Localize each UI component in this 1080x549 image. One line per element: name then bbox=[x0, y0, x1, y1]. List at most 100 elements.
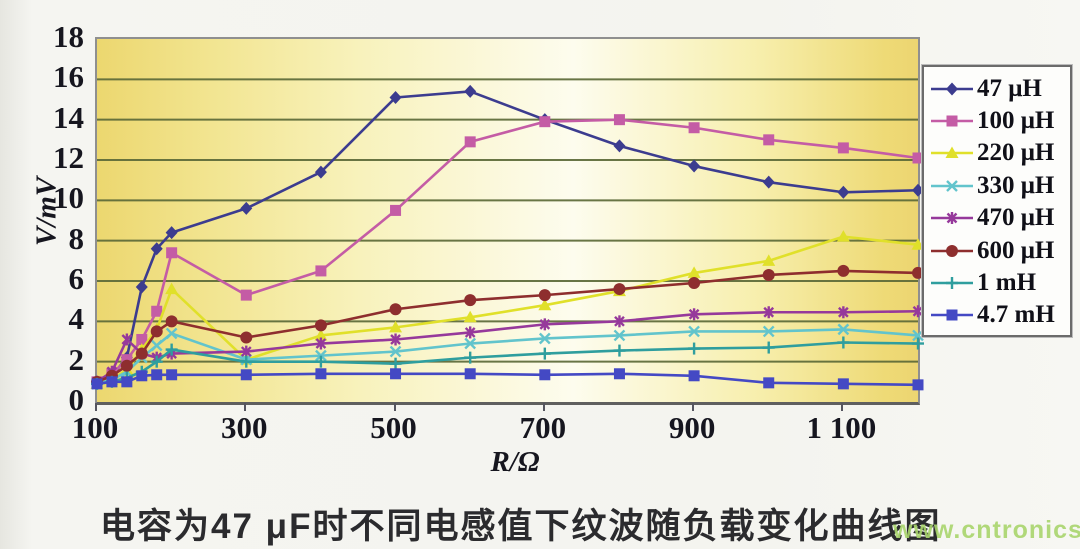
square-marker bbox=[464, 368, 476, 380]
x-axis-title: R/Ω bbox=[490, 446, 540, 478]
asterisk-marker bbox=[912, 305, 924, 318]
square-marker bbox=[763, 377, 775, 389]
square-marker bbox=[390, 368, 402, 380]
circle-marker bbox=[538, 289, 551, 302]
diamond-marker bbox=[314, 165, 327, 179]
square-marker bbox=[240, 289, 252, 301]
x-tick-label: 700 bbox=[519, 410, 567, 445]
square-marker bbox=[136, 333, 148, 345]
diamond-marker bbox=[912, 183, 924, 197]
legend-item: 220 μH bbox=[930, 138, 1066, 169]
x-tick-mark bbox=[542, 403, 545, 411]
legend-key bbox=[931, 146, 973, 159]
square-marker bbox=[613, 114, 625, 126]
diamond-marker bbox=[135, 280, 148, 294]
triangle-marker bbox=[314, 328, 328, 341]
x-marker bbox=[389, 345, 402, 358]
square-marker bbox=[946, 309, 958, 321]
y-tick-label: 10 bbox=[53, 180, 84, 216]
chart-canvas bbox=[90, 78, 925, 391]
series-line bbox=[96, 328, 919, 386]
plus-marker bbox=[150, 355, 163, 368]
series-line bbox=[96, 341, 919, 386]
square-marker bbox=[166, 369, 178, 381]
y-tick-label: 14 bbox=[53, 99, 84, 135]
y-tick-label: 4 bbox=[68, 301, 85, 337]
series-line bbox=[96, 90, 919, 384]
circle-marker bbox=[314, 319, 327, 332]
plus-marker bbox=[688, 342, 701, 355]
circle-marker bbox=[688, 277, 701, 290]
asterisk-marker bbox=[946, 212, 958, 225]
plus-marker bbox=[762, 341, 775, 354]
legend-item: 600 μH bbox=[930, 235, 1066, 266]
legend-key bbox=[931, 309, 973, 321]
x-marker bbox=[946, 179, 958, 192]
x-marker bbox=[837, 323, 850, 336]
y-tick-label: 18 bbox=[53, 19, 84, 54]
triangle-marker bbox=[463, 310, 477, 323]
legend-label: 470 μH bbox=[977, 204, 1055, 232]
x-tick-mark bbox=[95, 403, 97, 411]
y-tick-label: 8 bbox=[68, 220, 85, 256]
triangle-marker bbox=[762, 254, 776, 266]
x-tick-label: 500 bbox=[370, 410, 417, 445]
triangle-marker bbox=[165, 282, 179, 295]
plus-marker bbox=[240, 355, 253, 368]
triangle-marker bbox=[687, 266, 701, 278]
series-line bbox=[96, 309, 919, 383]
diamond-marker bbox=[946, 82, 958, 95]
triangle-marker bbox=[836, 230, 850, 242]
diamond-marker bbox=[240, 201, 253, 215]
legend-label: 600 μH bbox=[977, 236, 1055, 264]
diamond-marker bbox=[150, 242, 163, 256]
plus-marker bbox=[464, 351, 477, 364]
circle-marker bbox=[837, 264, 850, 277]
legend-item: 470 μH bbox=[930, 203, 1066, 234]
plot-area bbox=[90, 37, 925, 405]
plus-marker bbox=[314, 355, 327, 368]
x-marker bbox=[464, 337, 477, 350]
square-marker bbox=[240, 369, 252, 381]
square-marker bbox=[946, 115, 958, 127]
circle-marker bbox=[389, 303, 402, 316]
square-marker bbox=[539, 116, 551, 128]
diamond-marker bbox=[165, 226, 178, 240]
square-marker bbox=[837, 142, 849, 154]
legend-item: 330 μH bbox=[930, 170, 1066, 201]
circle-marker bbox=[120, 359, 133, 372]
triangle-marker bbox=[538, 298, 552, 311]
square-marker bbox=[106, 376, 118, 388]
legend-key bbox=[931, 212, 973, 225]
plus-marker bbox=[389, 357, 402, 370]
x-tick-label: 1 100 bbox=[806, 410, 877, 445]
square-marker bbox=[912, 379, 924, 391]
asterisk-marker bbox=[539, 318, 551, 331]
y-tick-label: 2 bbox=[68, 341, 85, 377]
square-marker bbox=[763, 134, 775, 146]
legend-label: 330 μH bbox=[977, 171, 1055, 199]
series-line bbox=[96, 118, 919, 383]
legend-label: 100 μH bbox=[977, 106, 1055, 134]
x-marker bbox=[912, 329, 924, 342]
asterisk-marker bbox=[688, 308, 700, 321]
x-tick-mark bbox=[244, 403, 247, 411]
legend-item: 4.7 mH bbox=[930, 300, 1066, 331]
plus-marker bbox=[165, 343, 178, 356]
x-tick-mark bbox=[393, 403, 396, 411]
x-tick-mark bbox=[841, 403, 844, 411]
square-marker bbox=[613, 368, 625, 380]
legend-label: 47 μH bbox=[977, 74, 1042, 102]
legend-item: 47 μH bbox=[930, 73, 1066, 104]
diamond-marker bbox=[389, 90, 402, 104]
x-marker bbox=[315, 349, 327, 362]
plus-marker bbox=[613, 344, 626, 357]
diamond-marker bbox=[464, 84, 477, 98]
diamond-marker bbox=[688, 159, 701, 173]
circle-marker bbox=[240, 331, 253, 344]
asterisk-marker bbox=[315, 337, 327, 350]
asterisk-marker bbox=[121, 333, 133, 346]
square-marker bbox=[91, 378, 103, 390]
legend-item: 1 mH bbox=[930, 268, 1066, 299]
